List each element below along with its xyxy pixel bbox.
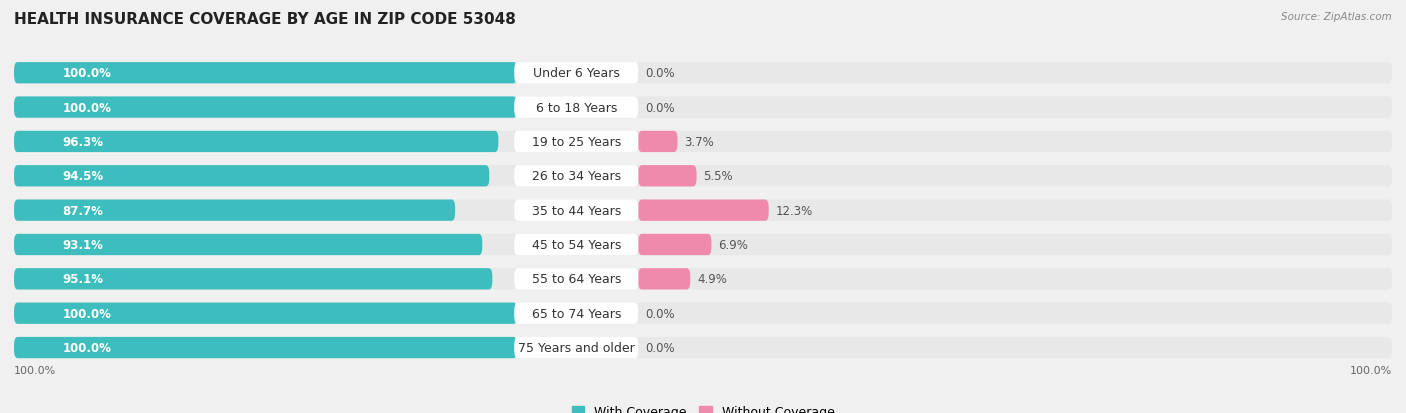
FancyBboxPatch shape [638,131,678,153]
Text: 100.0%: 100.0% [1350,365,1392,375]
FancyBboxPatch shape [515,131,638,153]
Text: 100.0%: 100.0% [62,67,111,80]
FancyBboxPatch shape [515,166,638,187]
FancyBboxPatch shape [14,97,517,119]
FancyBboxPatch shape [14,63,517,84]
FancyBboxPatch shape [515,63,638,84]
Text: HEALTH INSURANCE COVERAGE BY AGE IN ZIP CODE 53048: HEALTH INSURANCE COVERAGE BY AGE IN ZIP … [14,12,516,27]
FancyBboxPatch shape [515,303,638,324]
Text: 0.0%: 0.0% [645,101,675,114]
Text: 75 Years and older: 75 Years and older [517,341,634,354]
Text: 100.0%: 100.0% [62,341,111,354]
Text: 45 to 54 Years: 45 to 54 Years [531,238,621,252]
Text: 93.1%: 93.1% [62,238,103,252]
Text: 3.7%: 3.7% [685,135,714,149]
FancyBboxPatch shape [14,166,489,187]
Text: 95.1%: 95.1% [62,273,103,286]
Text: 5.5%: 5.5% [703,170,733,183]
FancyBboxPatch shape [638,234,711,256]
FancyBboxPatch shape [14,234,482,256]
Text: 12.3%: 12.3% [776,204,813,217]
Text: 35 to 44 Years: 35 to 44 Years [531,204,621,217]
FancyBboxPatch shape [638,200,769,221]
Text: 55 to 64 Years: 55 to 64 Years [531,273,621,286]
FancyBboxPatch shape [14,303,1392,324]
FancyBboxPatch shape [14,97,1392,119]
Text: 0.0%: 0.0% [645,307,675,320]
Text: 96.3%: 96.3% [62,135,103,149]
FancyBboxPatch shape [14,337,517,358]
FancyBboxPatch shape [638,166,696,187]
FancyBboxPatch shape [515,268,638,290]
Text: 19 to 25 Years: 19 to 25 Years [531,135,621,149]
Text: 6 to 18 Years: 6 to 18 Years [536,101,617,114]
FancyBboxPatch shape [14,200,456,221]
Text: 100.0%: 100.0% [62,307,111,320]
Text: 4.9%: 4.9% [697,273,727,286]
Legend: With Coverage, Without Coverage: With Coverage, Without Coverage [567,401,839,413]
FancyBboxPatch shape [515,337,638,358]
FancyBboxPatch shape [638,268,690,290]
Text: Source: ZipAtlas.com: Source: ZipAtlas.com [1281,12,1392,22]
Text: 100.0%: 100.0% [62,101,111,114]
FancyBboxPatch shape [14,303,517,324]
Text: 6.9%: 6.9% [718,238,748,252]
FancyBboxPatch shape [515,97,638,119]
Text: 94.5%: 94.5% [62,170,104,183]
Text: 0.0%: 0.0% [645,67,675,80]
FancyBboxPatch shape [14,234,1392,256]
Text: 26 to 34 Years: 26 to 34 Years [531,170,621,183]
FancyBboxPatch shape [14,268,492,290]
FancyBboxPatch shape [14,131,498,153]
FancyBboxPatch shape [14,200,1392,221]
FancyBboxPatch shape [14,166,1392,187]
Text: 87.7%: 87.7% [62,204,103,217]
FancyBboxPatch shape [14,63,1392,84]
FancyBboxPatch shape [515,200,638,221]
Text: 65 to 74 Years: 65 to 74 Years [531,307,621,320]
Text: Under 6 Years: Under 6 Years [533,67,620,80]
FancyBboxPatch shape [515,234,638,256]
FancyBboxPatch shape [14,268,1392,290]
Text: 100.0%: 100.0% [14,365,56,375]
FancyBboxPatch shape [14,337,1392,358]
Text: 0.0%: 0.0% [645,341,675,354]
FancyBboxPatch shape [14,131,1392,153]
